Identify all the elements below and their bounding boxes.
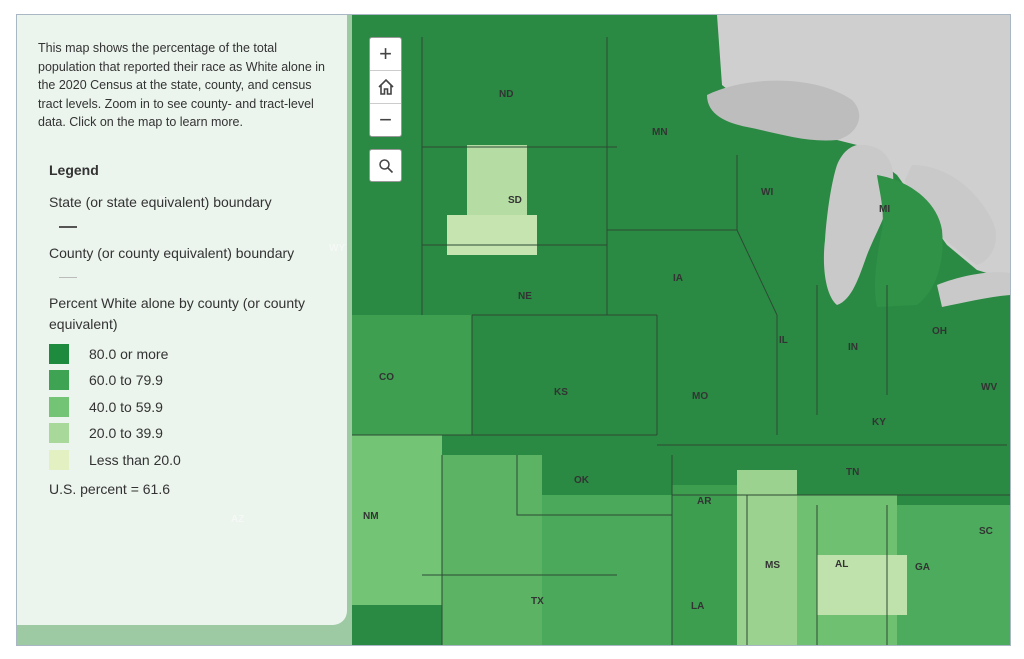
- state-label: KS: [554, 387, 568, 398]
- legend-swatch: [49, 449, 69, 470]
- state-label: IL: [779, 335, 788, 346]
- legend-class-label: 60.0 to 79.9: [89, 372, 163, 389]
- state-label: SD: [508, 195, 522, 206]
- info-panel: This map shows the percentage of the tot…: [17, 15, 347, 625]
- legend-swatch: [49, 370, 69, 391]
- state-label: NE: [518, 291, 532, 302]
- legend-class: Less than 20.0: [49, 447, 333, 474]
- zoom-in-button[interactable]: +: [370, 38, 401, 71]
- zoom-controls: + −: [369, 37, 402, 137]
- us-percent: U.S. percent = 61.6: [49, 481, 171, 497]
- legend-class: 60.0 to 79.9: [49, 367, 333, 394]
- home-button[interactable]: [370, 71, 401, 104]
- county-boundary-label: County (or county equivalent) boundary: [49, 244, 295, 261]
- state-label: LA: [691, 601, 704, 612]
- state-label: TN: [846, 467, 859, 478]
- state-label: MO: [692, 391, 708, 402]
- state-label: ND: [499, 89, 513, 100]
- legend-class: 20.0 to 39.9: [49, 420, 333, 447]
- state-label: IA: [673, 273, 683, 284]
- county-boundary-swatch: [59, 276, 77, 278]
- legend-class-label: 20.0 to 39.9: [89, 425, 163, 442]
- state-boundary-label: State (or state equivalent) boundary: [49, 193, 272, 210]
- lake-michigan: [823, 144, 894, 305]
- map-frame: ND MN SD WI MI IA NE IL IN OH CO KS MO W…: [16, 14, 1011, 646]
- state-label: TX: [531, 596, 544, 607]
- state-boundary-swatch: [59, 225, 77, 228]
- legend-swatch: [49, 343, 69, 364]
- search-button[interactable]: [369, 149, 402, 182]
- state-label: OH: [932, 326, 947, 337]
- state-label: MN: [652, 127, 668, 138]
- legend-title: Legend: [49, 161, 99, 178]
- lake-erie: [937, 272, 1010, 307]
- zoom-out-button[interactable]: −: [379, 107, 392, 132]
- state-boundaries: [352, 37, 1010, 645]
- state-label: CO: [379, 372, 394, 383]
- state-label: WI: [761, 187, 773, 198]
- scale-title: Percent White alone by county (or county…: [49, 294, 306, 332]
- state-label: NM: [363, 511, 379, 522]
- state-label: MS: [765, 560, 780, 571]
- map-description: This map shows the percentage of the tot…: [38, 41, 325, 129]
- legend-class-label: 40.0 to 59.9: [89, 398, 163, 415]
- legend-swatch: [49, 396, 69, 417]
- legend-class-label: Less than 20.0: [89, 451, 181, 468]
- state-label: SC: [979, 526, 993, 537]
- state-label: AR: [697, 496, 712, 507]
- home-icon: [377, 78, 394, 95]
- state-label: IN: [848, 342, 858, 353]
- state-label: AL: [835, 559, 848, 570]
- state-label: MI: [879, 204, 890, 215]
- state-label: OK: [574, 475, 590, 486]
- lake-superior: [707, 80, 860, 141]
- legend-class: 40.0 to 59.9: [49, 394, 333, 421]
- legend-class-label: 80.0 or more: [89, 345, 169, 362]
- lake-huron: [905, 165, 997, 265]
- state-label: WV: [981, 382, 997, 393]
- legend: Legend State (or state equivalent) bound…: [49, 161, 333, 497]
- search-icon: [378, 158, 393, 173]
- legend-swatch: [49, 423, 69, 444]
- legend-class: 80.0 or more: [49, 341, 333, 368]
- state-label: KY: [872, 417, 886, 428]
- state-label: GA: [915, 562, 930, 573]
